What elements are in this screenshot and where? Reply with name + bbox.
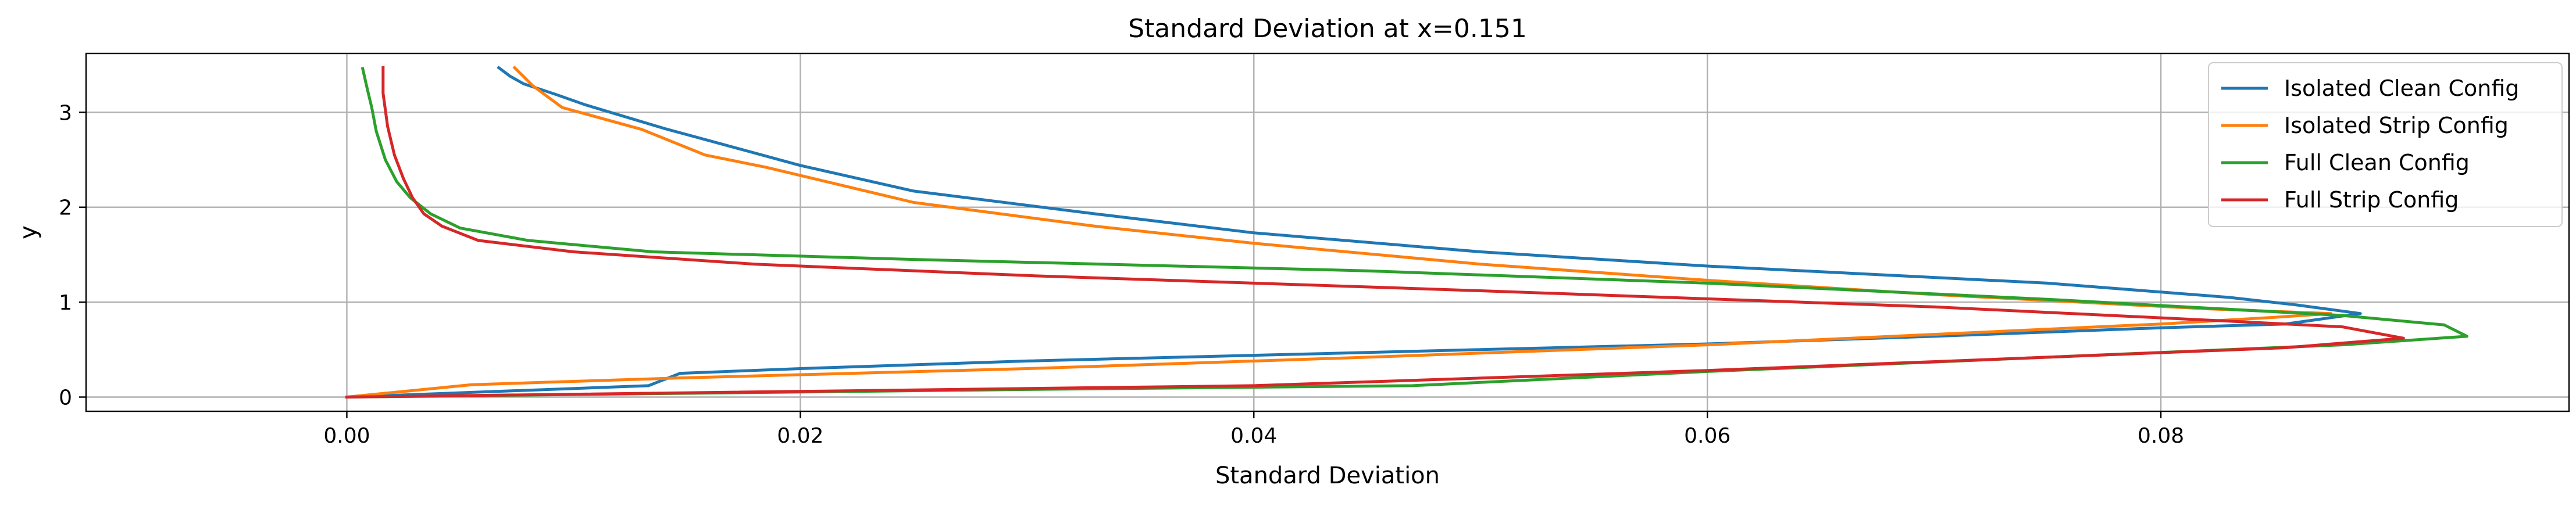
series-line	[345, 65, 2362, 399]
x-tick-label: 0.08	[2138, 424, 2184, 448]
legend-label: Full Strip Config	[2284, 187, 2459, 213]
legend-box	[2208, 62, 2563, 227]
x-tick-label: 0.00	[323, 424, 370, 448]
x-tick-label: 0.06	[1684, 424, 1731, 448]
plot-frame	[85, 52, 2570, 412]
legend-label: Isolated Strip Config	[2284, 113, 2509, 138]
chart-title: Standard Deviation at x=0.151	[1128, 14, 1527, 44]
x-axis-label: Standard Deviation	[1215, 462, 1440, 489]
y-tick-label: 2	[59, 196, 72, 220]
legend: Isolated Clean Config Isolated Strip Conf…	[2208, 62, 2563, 227]
y-tick-label: 0	[59, 386, 72, 410]
series-line	[345, 66, 2405, 399]
series-lines	[345, 65, 2468, 399]
y-tick-label: 3	[59, 101, 72, 125]
y-axis-label: y	[15, 225, 42, 239]
x-tick-label: 0.02	[777, 424, 823, 448]
legend-label: Isolated Clean Config	[2284, 76, 2519, 101]
y-axis-ticks: 0 1 2 3	[59, 101, 86, 410]
x-tick-label: 0.04	[1230, 424, 1277, 448]
legend-label: Full Clean Config	[2284, 150, 2470, 175]
y-tick-label: 1	[59, 291, 72, 315]
grid	[86, 53, 2569, 411]
x-axis-ticks: 0.00 0.02 0.04 0.06 0.08	[323, 411, 2184, 448]
